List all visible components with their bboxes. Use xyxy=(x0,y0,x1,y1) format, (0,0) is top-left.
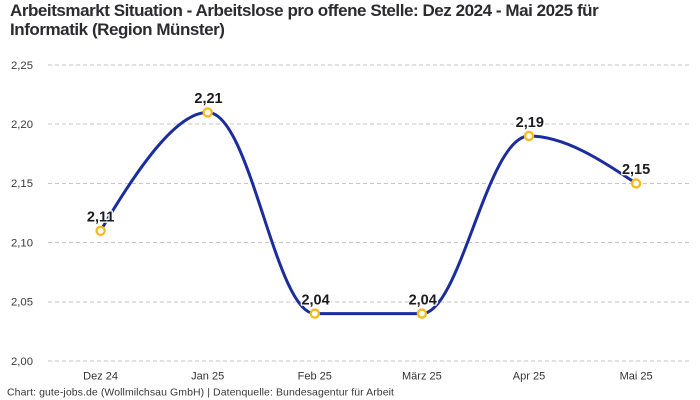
svg-text:2,11: 2,11 xyxy=(87,210,114,226)
svg-text:2,19: 2,19 xyxy=(516,115,544,131)
svg-text:Jan 25: Jan 25 xyxy=(191,371,224,383)
svg-text:2,20: 2,20 xyxy=(11,119,33,131)
svg-text:Feb 25: Feb 25 xyxy=(298,371,332,383)
svg-text:Arbeitsmarkt Situation - Arbei: Arbeitsmarkt Situation - Arbeitslose pro… xyxy=(10,1,599,20)
svg-text:Apr 25: Apr 25 xyxy=(513,371,545,383)
svg-text:2,21: 2,21 xyxy=(194,91,222,107)
svg-text:Dez 24: Dez 24 xyxy=(83,371,118,383)
svg-text:2,04: 2,04 xyxy=(409,292,437,308)
svg-text:2,05: 2,05 xyxy=(11,297,33,309)
svg-text:2,10: 2,10 xyxy=(11,237,33,249)
svg-text:Chart: gute-jobs.de (Wollmilch: Chart: gute-jobs.de (Wollmilchsau GmbH) … xyxy=(7,387,394,399)
svg-text:2,15: 2,15 xyxy=(622,162,650,178)
svg-text:2,00: 2,00 xyxy=(11,356,33,368)
svg-text:Informatik (Region Münster): Informatik (Region Münster) xyxy=(10,20,225,39)
svg-text:Mai 25: Mai 25 xyxy=(620,371,653,383)
svg-text:2,15: 2,15 xyxy=(11,178,33,190)
svg-text:2,04: 2,04 xyxy=(301,292,329,308)
svg-text:2,25: 2,25 xyxy=(11,60,33,72)
svg-text:März 25: März 25 xyxy=(402,371,442,383)
